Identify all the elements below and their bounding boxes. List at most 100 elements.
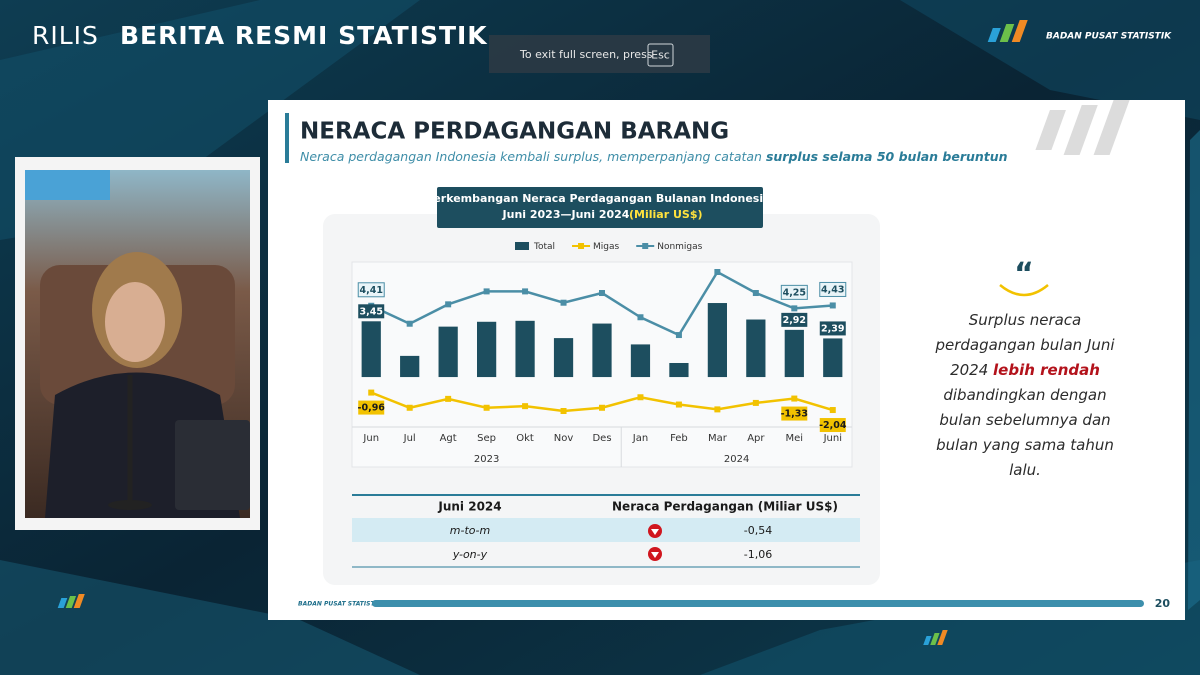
line-point [675,401,682,408]
chart-title: Perkembangan Neraca Perdagangan Bulanan … [425,192,774,205]
table-row-bg [352,518,860,542]
value-label-box [819,418,846,433]
watermark-part [1063,105,1098,155]
bar [592,323,612,378]
bar [707,303,727,378]
slide-title: NERACA PERDAGANGAN BARANG [300,119,729,145]
value-label-box [358,304,385,319]
slide-subtitle: Neraca perdagangan Indonesia kembali sur… [300,149,1060,164]
logo-part [987,28,1001,42]
key-box[interactable] [647,43,674,67]
line-point [368,389,375,396]
logo-part [930,633,940,645]
watermark-part [1035,110,1066,150]
line-point [675,332,682,339]
x-tick-label: Juni [823,433,842,444]
group-label: 2024 [724,454,749,465]
quote-emphasis: lebih rendah [993,361,1100,379]
footer-logo-text: BADAN PUSAT STATISTIK [298,601,383,608]
bg-shape [900,0,1200,120]
logo-part [937,630,948,645]
x-tick-label: Sep [477,433,496,444]
value-label-box [819,321,846,336]
line-point [445,395,452,402]
line-point [522,403,529,410]
value-label: 4,25 [783,287,806,298]
value-label: 2,39 [821,323,844,334]
line-point [560,408,567,414]
table-header: Juni 2024 [437,500,501,514]
legend-swatch [642,243,649,249]
legend-label: Nonmigas [657,242,702,252]
bar [553,338,574,378]
line-point [599,404,605,411]
value-label-box [781,406,808,421]
logo-part [57,598,68,608]
line-point [406,320,413,327]
value-label: -1,33 [781,409,808,420]
table-cell: -1,06 [744,548,772,561]
webcam-mic-base [108,500,152,510]
line-point [637,314,644,321]
header-title-bold: BERITA RESMI STATISTIK [120,21,488,50]
webcam-laptop [175,420,250,510]
bar [400,355,420,378]
bar [746,319,766,378]
notice-text: To exit full screen, press [519,48,653,61]
bar [361,321,381,378]
line-point [406,404,413,411]
x-tick-label: Jul [403,433,416,444]
quote-smile [999,284,1049,297]
header-title-light: RILIS [32,21,99,50]
value-label-box [358,400,385,415]
logo-text: BADAN PUSAT STATISTIK [1046,32,1172,42]
value-label: 2,92 [783,315,806,326]
down-arrow [651,529,659,535]
legend-label: Total [533,242,555,252]
x-tick-label: Agt [440,433,457,444]
group-label: 2023 [474,454,499,465]
line-point [483,288,490,295]
quote-text: dibandingkan dengan bulan sebelumnya dan… [936,386,1114,479]
x-tick-label: Feb [670,433,688,444]
x-tick-label: Apr [747,433,765,444]
bar [477,321,497,378]
x-tick-label: Des [592,433,611,444]
line-point [829,302,836,309]
quote-icon: “ [1014,257,1034,292]
webcam-bg [25,170,110,200]
bg-shape [0,560,420,675]
line-point [445,301,452,308]
bar [630,344,651,378]
line-point [483,404,490,411]
x-tick-label: Mar [708,433,728,444]
value-label-box [357,282,385,298]
line-point [714,269,721,275]
bar [438,326,458,378]
chart-title-unit: (Miliar US$) [629,208,703,221]
footer-bar [372,600,1144,607]
legend-label: Migas [593,242,619,252]
bar [515,320,535,378]
x-tick-label: Mei [786,433,804,444]
subtitle-text: Neraca perdagangan Indonesia kembali sur… [300,149,762,164]
bg-shape [1188,130,1200,610]
line-point [752,290,759,297]
x-tick-label: Jan [632,433,648,444]
chart-title-box [437,187,763,228]
webcam [15,157,260,530]
legend-swatch [578,243,585,249]
line-point [599,290,605,297]
value-label: 4,43 [821,284,844,295]
quote: Surplus neraca perdagangan bulan Juni 20… [925,308,1125,483]
x-tick-label: Jun [362,433,379,444]
line-point [637,394,644,401]
table-cell: m-to-m [450,524,490,537]
logo-part [999,24,1015,42]
x-tick-label: Okt [516,433,534,444]
webcam-face [105,282,165,362]
quote-text: Surplus neraca perdagangan bulan Juni 20… [935,311,1115,379]
legend-swatch [515,242,529,250]
